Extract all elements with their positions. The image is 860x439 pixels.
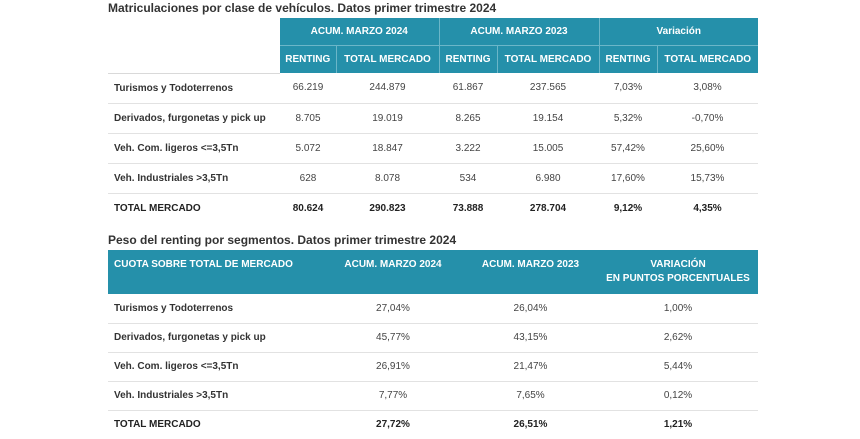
table-cell: 25,60%: [657, 133, 758, 164]
table-cell: 17,60%: [599, 163, 657, 194]
table-cell: 278.704: [529, 202, 567, 214]
table-row: Veh. Com. ligeros <=3,5Tn 26,91% 21,47% …: [108, 352, 758, 382]
table1-sub-header: RENTING: [280, 44, 336, 73]
table2-header-2023: ACUM. MARZO 2023: [463, 250, 598, 294]
table1-group-header-variation: Variación: [598, 18, 758, 45]
table-cell: 0,12%: [598, 381, 758, 411]
table1-sub-header: TOTAL MERCADO: [496, 44, 599, 73]
table-row: Turismos y Todoterrenos 27,04% 26,04% 1,…: [108, 294, 758, 324]
table1-sub-header: TOTAL MERCADO: [656, 44, 758, 73]
table-row: Veh. Industriales >3,5Tn 628 8.078 534 6…: [108, 163, 758, 194]
table-cell: 290.823: [369, 202, 406, 214]
table-cell: 3,08%: [657, 73, 758, 104]
table-cell: 26,04%: [463, 294, 598, 324]
table-cell: 237.565: [497, 73, 599, 104]
table1-sub-header-row: RENTING TOTAL MERCADO RENTING TOTAL MERC…: [108, 44, 758, 73]
table2-header-variation: VARIACIÓN EN PUNTOS PORCENTUALES: [598, 250, 758, 294]
table-cell: 534: [439, 163, 497, 194]
table1-sub-header: TOTAL MERCADO: [335, 44, 439, 73]
table-cell: 21,47%: [463, 352, 598, 382]
table-cell: 18.847: [336, 133, 439, 164]
table-cell: 27,04%: [323, 294, 463, 324]
table-cell: 15.005: [497, 133, 599, 164]
table-cell: 628: [280, 163, 336, 194]
table-cell: 26,51%: [513, 419, 548, 431]
row-label: Derivados, furgonetas y pick up: [108, 103, 280, 134]
table-row: Derivados, furgonetas y pick up 45,77% 4…: [108, 323, 758, 353]
table-cell: 45,77%: [323, 323, 463, 353]
row-label: Turismos y Todoterrenos: [108, 73, 280, 104]
row-label: TOTAL MERCADO: [114, 202, 201, 214]
table-cell: 15,73%: [657, 163, 758, 194]
table-cell: 26,91%: [323, 352, 463, 382]
table-cell: 19.154: [497, 103, 599, 134]
table1-group-header-row: ACUM. MARZO 2024 ACUM. MARZO 2023 Variac…: [108, 18, 758, 74]
row-label: TOTAL MERCADO: [114, 419, 201, 431]
table-cell: 9,12%: [613, 202, 643, 214]
table-row: Veh. Com. ligeros <=3,5Tn 5.072 18.847 3…: [108, 133, 758, 164]
table-cell: 7,03%: [599, 73, 657, 104]
table2-header-variation-line2: EN PUNTOS PORCENTUALES: [606, 273, 750, 284]
row-label: Veh. Industriales >3,5Tn: [108, 381, 323, 411]
table-cell: 57,42%: [599, 133, 657, 164]
renting-share-table: CUOTA SOBRE TOTAL DE MERCADO ACUM. MARZO…: [108, 250, 758, 439]
table-cell: 43,15%: [463, 323, 598, 353]
table-cell: 6.980: [497, 163, 599, 194]
row-label: Turismos y Todoterrenos: [108, 294, 323, 324]
table-cell: 80.624: [292, 202, 324, 214]
table2-header-2024: ACUM. MARZO 2024: [323, 250, 463, 294]
registrations-table: ACUM. MARZO 2024 ACUM. MARZO 2023 Variac…: [108, 18, 758, 223]
table-cell: 61.867: [439, 73, 497, 104]
table-total-row: TOTAL MERCADO 80.624 290.823 73.888 278.…: [108, 193, 758, 223]
table1-sub-header: RENTING: [598, 44, 657, 73]
table1-sub-header: RENTING: [438, 44, 497, 73]
table-row: Derivados, furgonetas y pick up 8.705 19…: [108, 103, 758, 134]
row-label: Veh. Com. ligeros <=3,5Tn: [108, 133, 280, 164]
table-cell: 73.888: [452, 202, 484, 214]
table1-group-header-2023: ACUM. MARZO 2023: [438, 18, 599, 45]
row-label: Derivados, furgonetas y pick up: [108, 323, 323, 353]
table-cell: 1,21%: [663, 419, 693, 431]
table-cell: -0,70%: [657, 103, 758, 134]
table-cell: 8.705: [280, 103, 336, 134]
table-cell: 5,32%: [599, 103, 657, 134]
table1-group-header-2024: ACUM. MARZO 2024: [280, 18, 439, 45]
table-cell: 8.078: [336, 163, 439, 194]
table-cell: 5.072: [280, 133, 336, 164]
table1-title: Matriculaciones por clase de vehículos. …: [108, 1, 497, 15]
table2-header-variation-line1: VARIACIÓN: [650, 259, 706, 270]
row-label: Veh. Com. ligeros <=3,5Tn: [108, 352, 323, 382]
table-cell: 5,44%: [598, 352, 758, 382]
table-cell: 7,65%: [463, 381, 598, 411]
table-cell: 27,72%: [376, 419, 410, 431]
table-cell: 244.879: [336, 73, 439, 104]
table-total-row: TOTAL MERCADO 27,72% 26,51% 1,21%: [108, 410, 758, 439]
table-cell: 1,00%: [598, 294, 758, 324]
table-row: Turismos y Todoterrenos 66.219 244.879 6…: [108, 73, 758, 104]
table-cell: 2,62%: [598, 323, 758, 353]
table-cell: 4,35%: [693, 202, 722, 214]
table2-header-share: CUOTA SOBRE TOTAL DE MERCADO: [108, 250, 323, 294]
table2-header-row: CUOTA SOBRE TOTAL DE MERCADO ACUM. MARZO…: [108, 250, 758, 294]
row-label: Veh. Industriales >3,5Tn: [108, 163, 280, 194]
table-cell: 19.019: [336, 103, 439, 134]
table-cell: 66.219: [280, 73, 336, 104]
table1-corner-cell: [108, 18, 280, 74]
table-cell: 3.222: [439, 133, 497, 164]
table-cell: 8.265: [439, 103, 497, 134]
table-cell: 7,77%: [323, 381, 463, 411]
table2-title: Peso del renting por segmentos. Datos pr…: [108, 233, 457, 247]
table-row: Veh. Industriales >3,5Tn 7,77% 7,65% 0,1…: [108, 381, 758, 411]
